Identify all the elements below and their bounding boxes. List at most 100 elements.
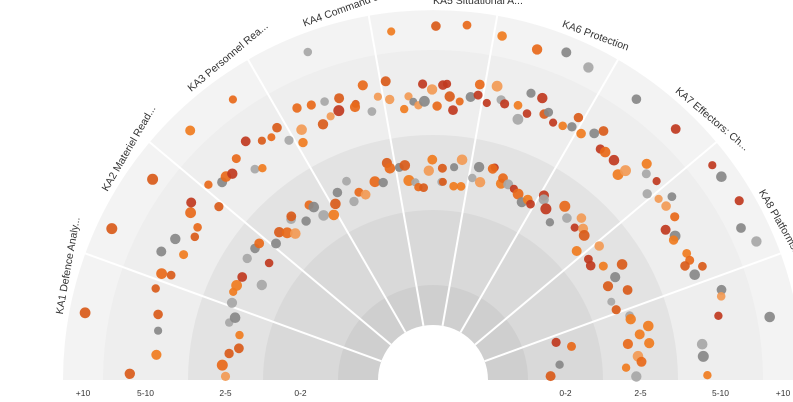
- data-point: [227, 168, 238, 179]
- data-point: [644, 338, 655, 349]
- data-point: [156, 246, 167, 257]
- data-point: [349, 196, 359, 207]
- data-point: [570, 223, 579, 232]
- data-point: [186, 197, 197, 208]
- data-point: [620, 165, 631, 177]
- data-point: [228, 95, 237, 104]
- data-point: [567, 122, 577, 132]
- data-point: [751, 236, 762, 247]
- data-point: [79, 307, 91, 319]
- ring-tick-left: 2-5: [219, 388, 232, 398]
- data-point: [166, 270, 176, 280]
- data-point: [330, 198, 341, 210]
- data-point: [670, 124, 681, 134]
- data-point: [714, 311, 723, 320]
- data-point: [598, 126, 609, 136]
- data-point: [367, 107, 377, 116]
- data-point: [418, 79, 428, 89]
- data-point: [317, 119, 329, 130]
- data-point: [306, 100, 316, 110]
- data-point: [594, 241, 604, 251]
- data-point: [399, 160, 411, 171]
- data-point: [419, 95, 430, 107]
- data-point: [179, 250, 189, 260]
- data-point: [106, 223, 118, 235]
- data-point: [448, 105, 458, 115]
- data-point: [235, 330, 244, 340]
- data-point: [124, 368, 135, 379]
- data-point: [257, 136, 266, 145]
- data-point: [274, 227, 285, 238]
- data-point: [622, 338, 634, 350]
- data-point: [716, 171, 727, 182]
- data-point: [437, 163, 447, 173]
- data-point: [226, 297, 238, 308]
- data-point: [220, 371, 231, 381]
- data-point: [357, 80, 368, 91]
- data-point: [549, 118, 558, 127]
- data-point: [576, 128, 586, 139]
- data-point: [526, 199, 535, 209]
- category-divider: [247, 59, 407, 333]
- ring-tick-right: 2-5: [634, 388, 647, 398]
- data-point: [204, 180, 213, 189]
- data-point: [736, 223, 746, 233]
- data-point: [583, 62, 594, 73]
- data-point: [585, 260, 596, 271]
- data-point: [661, 201, 671, 211]
- data-point: [497, 31, 507, 41]
- data-point: [491, 80, 503, 92]
- category-divider: [148, 141, 392, 346]
- data-point: [328, 209, 340, 221]
- data-point: [634, 329, 645, 340]
- data-point: [449, 181, 458, 191]
- data-point: [254, 238, 265, 249]
- data-point: [462, 20, 472, 30]
- data-point: [271, 238, 281, 249]
- data-point: [468, 173, 477, 183]
- data-point: [373, 92, 382, 101]
- ring-tick-right: 0-2: [559, 388, 572, 398]
- data-point: [286, 211, 297, 222]
- data-point: [474, 79, 485, 90]
- data-point: [154, 326, 163, 335]
- data-point: [369, 176, 381, 188]
- data-point: [332, 187, 343, 198]
- data-point: [567, 341, 576, 351]
- data-point: [571, 246, 582, 256]
- data-point: [473, 161, 485, 173]
- data-point: [680, 261, 690, 271]
- data-point: [641, 169, 651, 179]
- data-point: [281, 227, 293, 239]
- data-point: [444, 91, 455, 102]
- data-point: [559, 200, 571, 212]
- data-point: [625, 314, 636, 325]
- data-point: [308, 201, 320, 213]
- data-point: [151, 349, 162, 360]
- data-point: [250, 164, 260, 174]
- data-point: [296, 124, 307, 135]
- ring-tick-left: 5-10: [137, 388, 154, 398]
- data-point: [616, 259, 628, 270]
- data-point: [611, 305, 621, 315]
- data-point: [214, 202, 224, 212]
- data-point: [465, 92, 476, 102]
- data-point: [216, 359, 228, 371]
- data-point: [231, 280, 243, 291]
- data-point: [473, 90, 483, 100]
- data-point: [284, 135, 294, 145]
- data-point: [576, 213, 587, 223]
- data-point: [482, 98, 491, 108]
- ring-tick-right: 5-10: [712, 388, 729, 398]
- data-point: [264, 258, 274, 268]
- data-point: [334, 93, 345, 104]
- data-points: [79, 20, 775, 382]
- category-divider: [441, 15, 499, 327]
- data-point: [455, 97, 464, 106]
- data-point: [526, 88, 536, 98]
- data-point: [682, 249, 692, 258]
- data-point: [578, 230, 590, 241]
- data-point: [400, 104, 409, 114]
- data-point: [641, 158, 652, 169]
- data-point: [512, 113, 524, 125]
